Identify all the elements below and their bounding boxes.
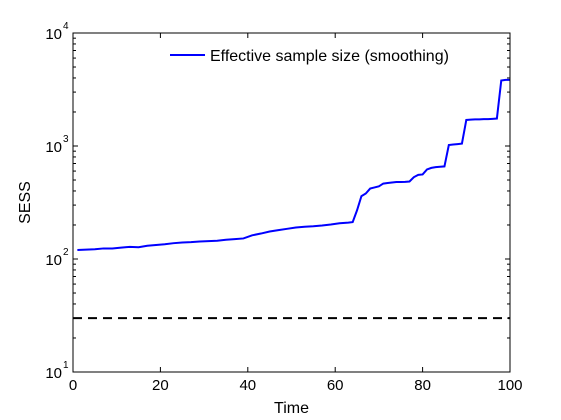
x-tick-label-2: 40 [239,377,256,394]
y-tick-label-2: 10 [45,139,62,156]
y-tick-label-0: 10 [45,365,62,382]
x-tick-label-3: 60 [327,377,344,394]
y-tick-label-1: 10 [45,252,62,269]
y-tick-exponent-1: 2 [63,247,69,258]
series-layer [73,78,510,320]
plot-area-border [72,32,511,373]
series-line-0 [77,78,510,252]
y-tick-exponent-0: 1 [63,360,69,371]
y-tick-exponent-3: 4 [63,21,69,32]
y-tick-exponent-2: 3 [63,134,69,145]
x-tick-label-1: 20 [152,377,169,394]
legend-label: Effective sample size (smoothing) [210,48,449,65]
y-tick-label-3: 10 [45,26,62,43]
x-axis-label: Time [274,400,309,417]
y-axis-label: SESS [17,181,34,224]
x-tick-label-5: 100 [497,377,522,394]
legend-box [164,40,502,70]
legend: Effective sample size (smoothing) [164,40,502,70]
x-tick-label-0: 0 [69,377,77,394]
x-tick-label-4: 80 [414,377,431,394]
